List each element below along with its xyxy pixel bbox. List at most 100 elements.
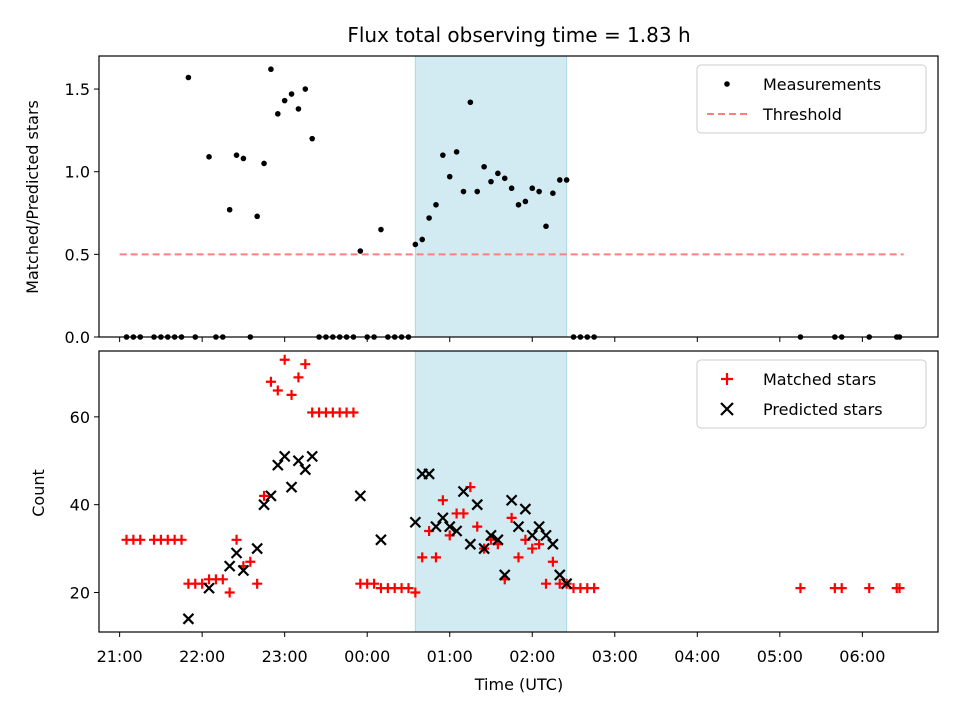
x-tick-label: 05:00 <box>757 647 803 666</box>
predicted-star-point <box>430 520 442 533</box>
matched-star-point <box>513 552 524 563</box>
measurement-point <box>440 152 446 158</box>
chart-title: Flux total observing time = 1.83 h <box>347 23 690 47</box>
legend-label: Predicted stars <box>763 400 883 419</box>
matched-star-point <box>864 583 875 594</box>
measurement-point <box>453 149 460 155</box>
top-panel-frame <box>98 55 939 338</box>
predicted-star-point <box>547 538 559 550</box>
predicted-star-point <box>306 450 318 463</box>
predicted-star-point <box>519 503 532 515</box>
predicted-star-point <box>526 529 539 542</box>
predicted-star-point <box>299 463 312 476</box>
matched-star-point <box>458 508 469 519</box>
predicted-star-point <box>492 534 504 546</box>
measurement-point <box>474 188 481 195</box>
matched-star-point <box>231 534 242 545</box>
measurement-point <box>550 190 556 196</box>
measurement-point <box>309 135 315 142</box>
matched-star-point <box>506 512 517 523</box>
matched-star-point <box>472 521 483 532</box>
matched-star-point <box>589 583 600 594</box>
measurement-point <box>501 175 508 182</box>
measurement-point <box>254 213 260 220</box>
predicted-star-point <box>471 498 484 511</box>
measurement-point <box>522 198 529 205</box>
measurement-point <box>378 226 384 233</box>
x-tick-label: 22:00 <box>179 647 225 666</box>
bottom-panel-frame <box>98 350 939 633</box>
measurement-point <box>467 99 474 106</box>
legend-predicted-marker <box>720 402 734 416</box>
matched-star-point <box>135 534 146 545</box>
top-y-axis-label: Matched/Predicted stars <box>23 100 42 294</box>
measurement-point <box>288 91 295 97</box>
predicted-star-point <box>423 468 435 480</box>
predicted-star-point <box>498 569 511 581</box>
predicted-star-point <box>437 512 449 524</box>
measurement-point <box>515 201 522 208</box>
matched-star-point <box>176 534 187 545</box>
predicted-star-point <box>553 569 566 581</box>
matched-star-point <box>534 539 545 550</box>
x-tick-label: 00:00 <box>344 647 390 666</box>
matched-star-point <box>795 583 806 594</box>
predicted-star-point <box>292 454 305 467</box>
matched-star-point <box>286 389 297 400</box>
measurement-point <box>426 215 432 221</box>
predicted-star-point <box>450 525 463 537</box>
matched-star-point <box>836 583 847 594</box>
measurement-point <box>226 206 233 213</box>
matched-star-point <box>265 376 276 387</box>
measurement-point <box>536 188 542 195</box>
top-legend-box <box>696 64 927 134</box>
measurement-point <box>495 170 501 177</box>
matched-star-point <box>410 587 421 598</box>
matched-star-point <box>252 578 263 589</box>
x-tick-label: 23:00 <box>262 647 308 666</box>
bottom-y-tick-label: 20 <box>70 583 90 602</box>
measurement-point <box>529 185 536 192</box>
legend-measurement-marker <box>724 81 730 87</box>
predicted-star-point <box>464 538 477 550</box>
predicted-star-point <box>443 520 456 533</box>
predicted-star-point <box>258 498 270 511</box>
x-tick-label: 06:00 <box>839 647 885 666</box>
measurement-point <box>240 155 247 162</box>
bottom-legend-box <box>696 359 927 429</box>
matched-star-point <box>369 578 380 589</box>
matched-star-point <box>547 556 558 567</box>
measurement-point <box>563 177 570 183</box>
matched-star-point <box>272 385 283 396</box>
predicted-star-point <box>182 613 195 625</box>
measurement-point <box>206 154 212 160</box>
x-tick-label: 04:00 <box>674 647 720 666</box>
matched-star-point <box>541 578 552 589</box>
measurement-point <box>556 177 563 183</box>
measurement-point <box>357 248 364 254</box>
bottom-y-tick-label: 60 <box>70 408 90 427</box>
predicted-star-point <box>223 560 236 572</box>
matched-star-point <box>403 583 414 594</box>
predicted-star-point <box>203 582 215 594</box>
legend-label: Measurements <box>763 75 881 94</box>
predicted-star-point <box>265 490 277 502</box>
x-tick-label: 03:00 <box>592 647 638 666</box>
matched-star-point <box>245 556 256 567</box>
measurement-point <box>460 188 467 195</box>
measurement-point <box>233 152 240 158</box>
predicted-star-point <box>505 494 518 507</box>
predicted-star-point <box>560 577 573 590</box>
predicted-star-point <box>272 459 284 471</box>
measurement-point <box>302 86 309 92</box>
top-y-tick-label: 1.5 <box>65 80 90 99</box>
predicted-star-point <box>251 542 263 555</box>
matched-star-point <box>430 552 441 563</box>
measurement-point <box>261 160 267 167</box>
measurement-point <box>275 111 281 117</box>
predicted-star-point <box>285 481 298 493</box>
matched-star-point <box>527 543 538 554</box>
predicted-star-point <box>485 529 497 542</box>
x-tick-label: 21:00 <box>97 647 143 666</box>
measurement-point <box>185 74 192 81</box>
